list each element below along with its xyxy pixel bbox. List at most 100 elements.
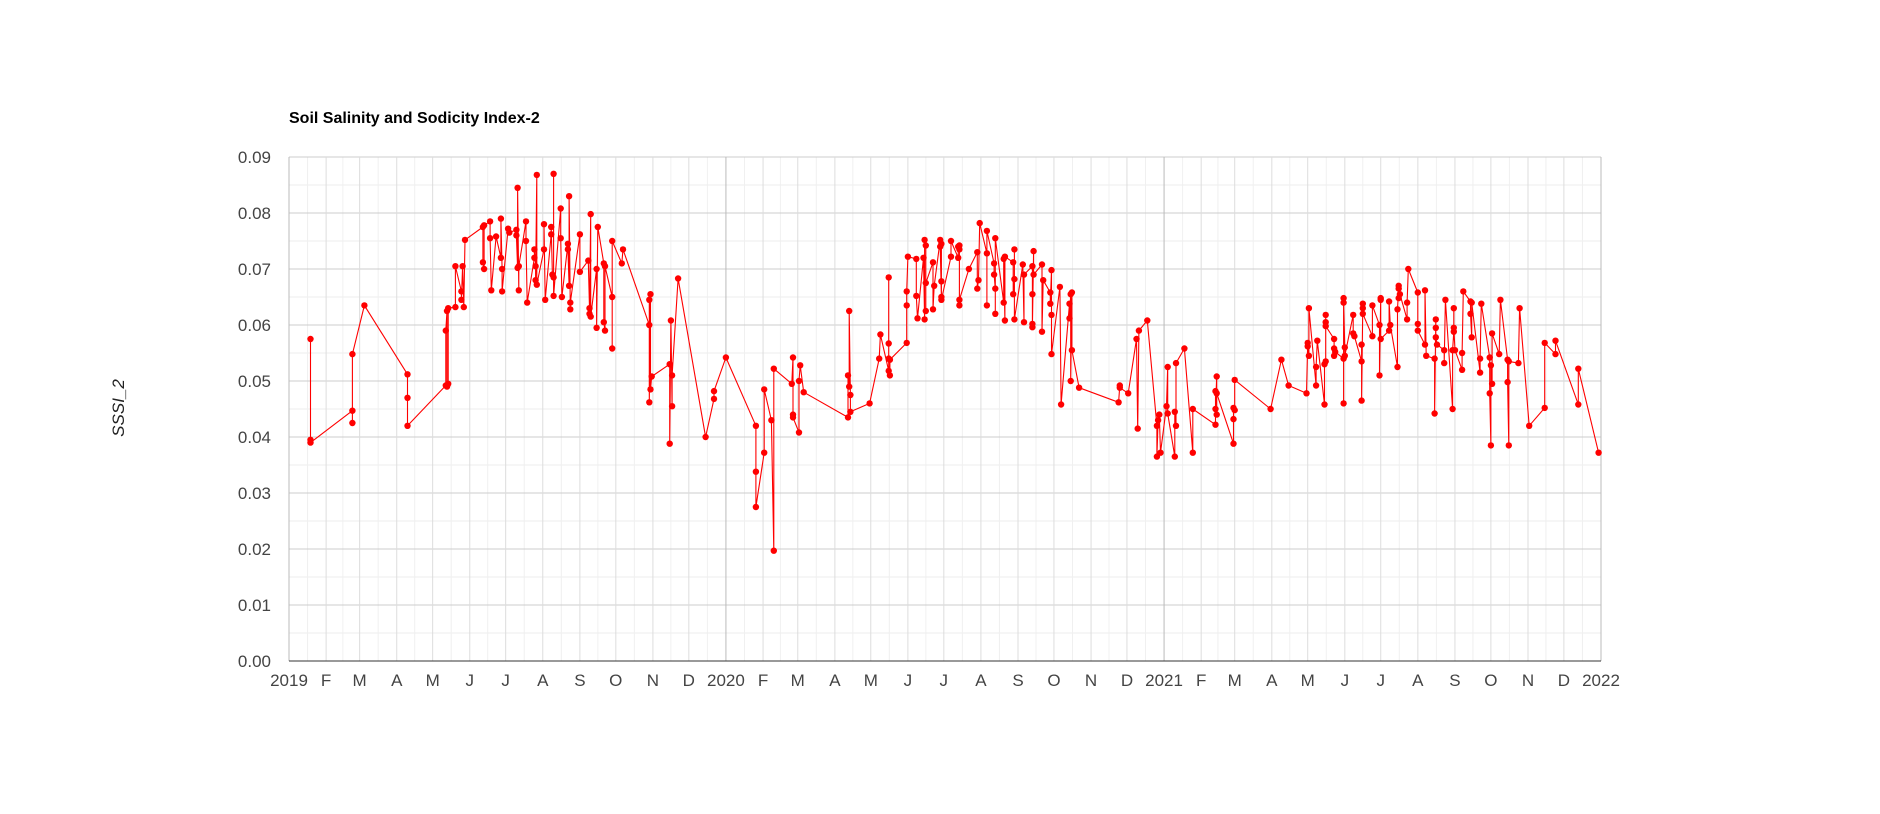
data-point [710, 387, 718, 395]
data-point [1541, 339, 1548, 347]
data-point [789, 414, 797, 421]
data-point [459, 263, 466, 270]
data-point [404, 422, 411, 429]
data-point [1359, 310, 1367, 317]
data-point [1505, 442, 1513, 449]
data-point [770, 365, 777, 372]
data-point [1340, 400, 1347, 407]
data-point [1000, 299, 1007, 306]
x-tick-label: J [1376, 671, 1385, 690]
data-point [1213, 373, 1220, 380]
data-point [1395, 285, 1402, 292]
data-point [885, 274, 892, 281]
data-point [564, 240, 572, 247]
data-point [1421, 287, 1429, 294]
x-tick-label: M [791, 671, 805, 690]
data-point [1171, 453, 1179, 460]
data-point [1504, 378, 1511, 386]
data-point [1134, 425, 1141, 432]
data-point [1387, 321, 1394, 329]
data-point [956, 246, 963, 253]
data-point [1020, 319, 1028, 326]
data-point [1394, 306, 1401, 313]
data-point [486, 235, 494, 242]
data-point [1340, 294, 1347, 302]
data-point [646, 399, 653, 406]
x-tick-label: O [1484, 671, 1497, 690]
y-tick-label: 0.04 [238, 428, 271, 447]
data-point [846, 307, 853, 315]
data-point [1458, 349, 1466, 357]
data-point [524, 299, 531, 306]
data-point [1038, 328, 1046, 335]
data-point [1595, 449, 1602, 456]
data-point [1488, 330, 1496, 337]
data-point [480, 265, 488, 273]
data-point [1552, 350, 1559, 358]
data-point [1278, 356, 1285, 363]
data-point [550, 292, 557, 300]
x-tick-label: D [683, 671, 695, 690]
data-point [1358, 358, 1365, 365]
data-point [452, 303, 459, 311]
x-tick-label: S [574, 671, 585, 690]
y-tick-label: 0.03 [238, 484, 271, 503]
data-point [1172, 359, 1180, 367]
data-point [667, 317, 675, 324]
data-point [647, 291, 654, 298]
x-tick-label: J [1341, 671, 1350, 690]
data-point [557, 205, 564, 212]
x-tick-label: A [1412, 671, 1424, 690]
data-point [992, 285, 999, 292]
data-point [1332, 348, 1339, 356]
data-point [922, 307, 929, 315]
data-point [761, 386, 768, 393]
grid-minor [289, 157, 1601, 661]
data-point [976, 219, 983, 227]
data-point [877, 331, 884, 338]
data-point [914, 315, 921, 322]
data-point [513, 226, 520, 233]
data-point [1312, 363, 1320, 371]
data-point [903, 339, 910, 347]
data-point [1476, 355, 1484, 362]
x-tick-label: N [1522, 671, 1534, 690]
data-point [1125, 390, 1132, 397]
data-point [904, 253, 912, 260]
data-point [1377, 296, 1384, 303]
data-point [922, 242, 929, 249]
data-point [866, 400, 873, 407]
data-point [913, 255, 920, 263]
data-point [903, 288, 910, 295]
data-point [1056, 283, 1064, 291]
data-point [947, 253, 955, 260]
data-point [666, 440, 673, 447]
data-point [1172, 422, 1180, 429]
x-tick-label: F [1196, 671, 1206, 690]
data-point [1450, 305, 1458, 312]
data-point [983, 227, 991, 235]
data-point [458, 296, 465, 303]
data-point [956, 296, 963, 303]
data-point [990, 260, 998, 267]
data-point [674, 275, 682, 282]
data-point [885, 340, 892, 347]
data-point [1153, 422, 1161, 429]
data-point [593, 324, 600, 331]
data-point [1115, 399, 1122, 406]
data-point [486, 218, 494, 225]
data-point [445, 305, 452, 312]
data-point [567, 299, 574, 306]
data-point [307, 335, 314, 343]
x-tick-label: A [829, 671, 841, 690]
data-point [921, 236, 928, 244]
data-point [480, 222, 488, 229]
data-point [585, 257, 592, 264]
data-point [1468, 334, 1475, 341]
data-point [974, 249, 981, 256]
data-point [1144, 317, 1151, 324]
x-tick-label: N [1085, 671, 1097, 690]
data-point [497, 254, 505, 261]
data-point [1057, 401, 1065, 408]
